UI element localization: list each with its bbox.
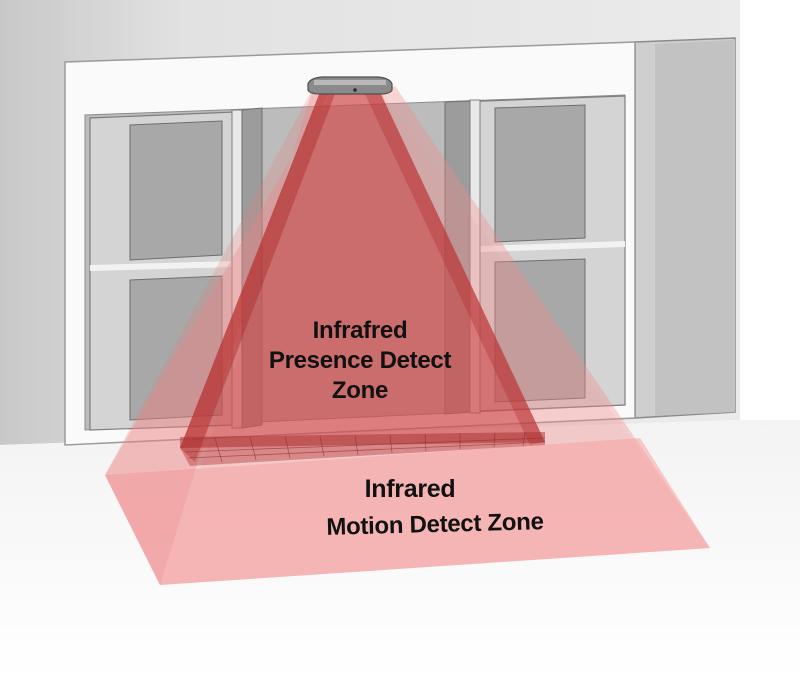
side-column-face — [655, 40, 735, 416]
presence-zone-label: Infrafred Presence Detect Zone — [230, 316, 490, 406]
presence-footprint — [180, 432, 545, 448]
presence-detect-zone — [180, 92, 546, 466]
presence-label-line2: Presence Detect — [268, 347, 452, 374]
presence-label-line1: Infrafred — [312, 317, 408, 344]
left-sliding-door — [89, 107, 263, 431]
motion-label-line1: Infrared — [364, 475, 456, 503]
overhead-sensor — [307, 76, 393, 95]
presence-label-line3: Zone — [331, 377, 389, 404]
